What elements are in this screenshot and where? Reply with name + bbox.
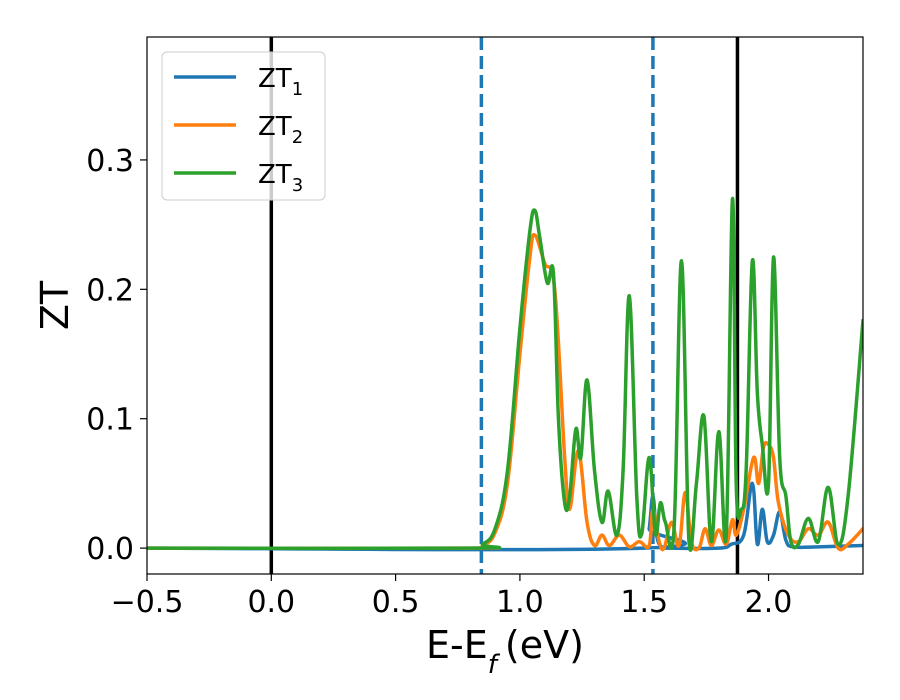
x-tick-label: 0.0	[247, 585, 295, 620]
plot-frame	[146, 36, 864, 575]
legend-label-zt1: ZT1	[258, 64, 303, 100]
y-tick-label: 0.0	[86, 532, 134, 567]
x-tick-label: 0.5	[372, 585, 420, 620]
x-tick-label: 1.0	[496, 585, 544, 620]
x-tick-label: 2.0	[745, 585, 793, 620]
series-line-zt3	[147, 196, 863, 552]
series-line-zt2	[147, 233, 863, 552]
series-lines	[147, 196, 863, 552]
y-axis-ticks: 0.0 0.1 0.2 0.3	[86, 144, 147, 567]
legend-label-zt3: ZT3	[258, 160, 303, 196]
x-axis-title: E-Ef (eV)	[426, 623, 584, 680]
y-tick-label: 0.2	[86, 273, 134, 308]
x-tick-label: −0.5	[111, 585, 184, 620]
y-axis-title: ZT	[33, 280, 77, 330]
legend: ZT1 ZT2 ZT3	[161, 51, 326, 201]
x-axis-ticks: −0.5 0.0 0.5 1.0 1.5 2.0	[111, 574, 793, 620]
legend-label-zt2: ZT2	[258, 112, 303, 148]
y-tick-label: 0.3	[86, 144, 134, 179]
x-tick-label: 1.5	[620, 585, 668, 620]
legend-box	[161, 51, 326, 201]
y-tick-label: 0.1	[86, 403, 134, 438]
